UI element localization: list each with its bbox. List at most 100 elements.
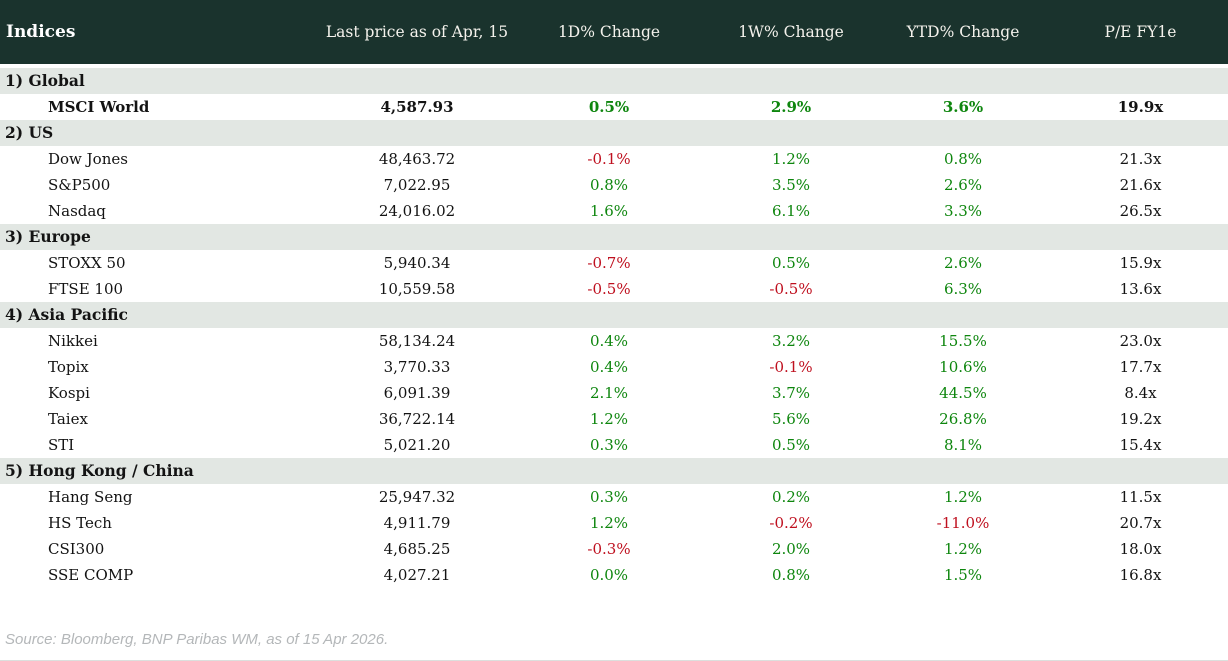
column-header-1d-change: 1D% Change <box>557 23 661 41</box>
header-gap <box>0 64 1228 68</box>
index-row: CSI300 4,685.25 -0.3% 2.0% 1.2% 18.0x <box>0 536 1228 562</box>
pe-ratio: 15.9x <box>1119 254 1162 272</box>
change-1d: 0.3% <box>589 436 629 454</box>
index-row: Dow Jones 48,463.72 -0.1% 1.2% 0.8% 21.3x <box>0 146 1228 172</box>
section-row: 5) Hong Kong / China <box>0 458 1228 484</box>
change-1w: 0.5% <box>771 254 811 272</box>
index-name: S&P500 <box>48 176 111 194</box>
change-1w: 3.7% <box>771 384 811 402</box>
change-ytd: 44.5% <box>939 384 987 402</box>
index-row: HS Tech 4,911.79 1.2% -0.2% -11.0% 20.7x <box>0 510 1228 536</box>
table-title: Indices <box>6 22 76 42</box>
change-1w: -0.5% <box>769 280 813 298</box>
index-name: MSCI World <box>48 98 150 116</box>
last-price: 58,134.24 <box>378 332 456 350</box>
pe-ratio: 17.7x <box>1119 358 1162 376</box>
change-1w: 5.6% <box>771 410 811 428</box>
change-1d: 0.4% <box>589 332 629 350</box>
last-price: 36,722.14 <box>378 410 456 428</box>
index-name: STI <box>48 436 75 454</box>
section-row: 3) Europe <box>0 224 1228 250</box>
change-ytd: 1.5% <box>943 566 983 584</box>
index-row: STI 5,021.20 0.3% 0.5% 8.1% 15.4x <box>0 432 1228 458</box>
change-1d: -0.3% <box>587 540 631 558</box>
index-row: Taiex 36,722.14 1.2% 5.6% 26.8% 19.2x <box>0 406 1228 432</box>
index-name: HS Tech <box>48 514 112 532</box>
last-price: 6,091.39 <box>383 384 451 402</box>
index-row: Nikkei 58,134.24 0.4% 3.2% 15.5% 23.0x <box>0 328 1228 354</box>
change-1d: 1.2% <box>589 514 629 532</box>
last-price: 4,027.21 <box>383 566 451 584</box>
index-name: STOXX 50 <box>48 254 126 272</box>
change-1d: 0.8% <box>589 176 629 194</box>
change-1d: -0.1% <box>587 150 631 168</box>
last-price: 24,016.02 <box>378 202 456 220</box>
change-1w: 6.1% <box>771 202 811 220</box>
pe-ratio: 20.7x <box>1119 514 1162 532</box>
change-1d: 1.6% <box>589 202 629 220</box>
index-row: S&P500 7,022.95 0.8% 3.5% 2.6% 21.6x <box>0 172 1228 198</box>
change-ytd: 1.2% <box>943 540 983 558</box>
section-row: 4) Asia Pacific <box>0 302 1228 328</box>
index-row: FTSE 100 10,559.58 -0.5% -0.5% 6.3% 13.6x <box>0 276 1228 302</box>
index-name: SSE COMP <box>48 566 134 584</box>
last-price: 25,947.32 <box>378 488 456 506</box>
change-ytd: 6.3% <box>943 280 983 298</box>
index-name: Taiex <box>48 410 88 428</box>
change-1d: 0.0% <box>589 566 629 584</box>
section-row: 2) US <box>0 120 1228 146</box>
index-name: FTSE 100 <box>48 280 124 298</box>
change-ytd: -11.0% <box>936 514 990 532</box>
change-1w: 3.2% <box>771 332 811 350</box>
change-1w: -0.1% <box>769 358 813 376</box>
pe-ratio: 19.9x <box>1117 98 1164 116</box>
change-1d: -0.5% <box>587 280 631 298</box>
column-header-ytd-change: YTD% Change <box>906 23 1020 41</box>
index-row: Hang Seng 25,947.32 0.3% 0.2% 1.2% 11.5x <box>0 484 1228 510</box>
table-header-row: Indices Last price as of Apr, 15 1D% Cha… <box>0 0 1228 64</box>
index-name: Hang Seng <box>48 488 133 506</box>
indices-table-body: 1) Global MSCI World 4,587.93 0.5% 2.9% 3.6% 1… <box>0 68 1228 588</box>
change-1w: 0.8% <box>771 566 811 584</box>
change-ytd: 0.8% <box>943 150 983 168</box>
change-1w: 1.2% <box>771 150 811 168</box>
change-1d: 0.3% <box>589 488 629 506</box>
change-ytd: 1.2% <box>943 488 983 506</box>
change-1w: -0.2% <box>769 514 813 532</box>
last-price: 4,685.25 <box>383 540 451 558</box>
index-row: MSCI World 4,587.93 0.5% 2.9% 3.6% 19.9x <box>0 94 1228 120</box>
change-1d: -0.7% <box>587 254 631 272</box>
last-price: 4,911.79 <box>383 514 451 532</box>
change-1w: 2.9% <box>770 98 812 116</box>
pe-ratio: 16.8x <box>1119 566 1162 584</box>
last-price: 7,022.95 <box>383 176 451 194</box>
change-ytd: 10.6% <box>939 358 987 376</box>
index-name: Nasdaq <box>48 202 106 220</box>
column-header-pe-fy1e: P/E FY1e <box>1104 23 1177 41</box>
change-1d: 0.5% <box>588 98 630 116</box>
pe-ratio: 21.6x <box>1119 176 1162 194</box>
pe-ratio: 18.0x <box>1119 540 1162 558</box>
change-1w: 3.5% <box>771 176 811 194</box>
pe-ratio: 15.4x <box>1119 436 1162 454</box>
change-ytd: 3.6% <box>942 98 984 116</box>
index-row: STOXX 50 5,940.34 -0.7% 0.5% 2.6% 15.9x <box>0 250 1228 276</box>
source-note: Source: Bloomberg, BNP Paribas WM, as of… <box>5 631 389 648</box>
index-name: Topix <box>48 358 89 376</box>
index-name: Kospi <box>48 384 90 402</box>
change-ytd: 8.1% <box>943 436 983 454</box>
last-price: 4,587.93 <box>380 98 454 116</box>
pe-ratio: 8.4x <box>1124 384 1157 402</box>
change-1d: 1.2% <box>589 410 629 428</box>
change-1d: 0.4% <box>589 358 629 376</box>
pe-ratio: 26.5x <box>1119 202 1162 220</box>
change-ytd: 3.3% <box>943 202 983 220</box>
change-ytd: 26.8% <box>939 410 987 428</box>
change-ytd: 15.5% <box>939 332 987 350</box>
last-price: 3,770.33 <box>383 358 451 376</box>
pe-ratio: 23.0x <box>1119 332 1162 350</box>
column-header-last-price: Last price as of Apr, 15 <box>325 23 509 41</box>
index-row: SSE COMP 4,027.21 0.0% 0.8% 1.5% 16.8x <box>0 562 1228 588</box>
index-name: CSI300 <box>48 540 105 558</box>
